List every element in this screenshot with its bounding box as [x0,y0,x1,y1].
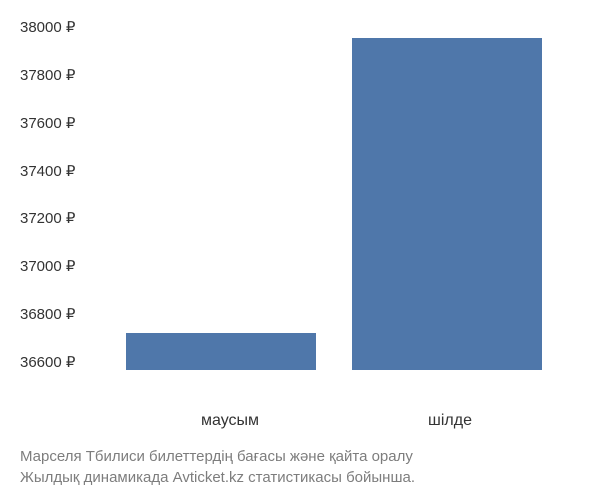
y-tick: 36600 ₽ [20,355,75,370]
y-tick: 37600 ₽ [20,116,75,131]
y-tick: 37200 ₽ [20,211,75,226]
y-tick: 37800 ₽ [20,68,75,83]
y-tick: 36800 ₽ [20,307,75,322]
caption-line: Жылдық динамикада Avticket.kz статистика… [20,467,580,488]
x-tick: шілде [350,412,550,430]
chart: 38000 ₽ 37800 ₽ 37600 ₽ 37400 ₽ 37200 ₽ … [20,20,580,400]
y-tick: 37000 ₽ [20,259,75,274]
caption-line: Марселя Тбилиси билеттердің бағасы және … [20,446,580,467]
bar [126,333,316,371]
x-tick: маусым [130,412,330,430]
bar-group [121,333,321,371]
x-axis: маусым шілде [100,412,580,430]
y-tick: 38000 ₽ [20,20,75,35]
plot-area [87,20,580,370]
y-axis: 38000 ₽ 37800 ₽ 37600 ₽ 37400 ₽ 37200 ₽ … [20,20,87,370]
y-tick: 37400 ₽ [20,164,75,179]
bar [352,38,542,371]
chart-caption: Марселя Тбилиси билеттердің бағасы және … [20,446,580,488]
bar-group [347,38,547,371]
